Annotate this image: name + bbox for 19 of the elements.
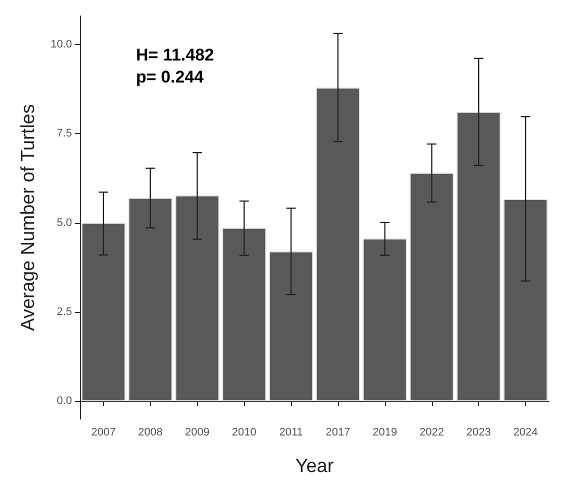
x-tick-label: 2019 bbox=[372, 426, 398, 438]
x-tick-label: 2010 bbox=[232, 426, 256, 438]
x-tick-label: 2017 bbox=[326, 426, 350, 438]
y-tick-label: 7.5 bbox=[56, 128, 72, 140]
y-axis-title: Average Number of Turtles bbox=[18, 104, 39, 331]
x-tick-label: 2022 bbox=[420, 426, 444, 438]
x-tick-label: 2009 bbox=[185, 426, 210, 438]
annotation: p= 0.244 bbox=[136, 68, 204, 86]
x-axis-title: Year bbox=[295, 456, 334, 477]
x-tick-label: 2023 bbox=[466, 426, 491, 438]
y-tick-label: 0.0 bbox=[56, 395, 72, 408]
annotation: H= 11.482 bbox=[136, 46, 214, 64]
y-tick-label: 2.5 bbox=[56, 306, 72, 318]
x-tick-label: 2008 bbox=[138, 426, 163, 438]
x-tick-label: 2011 bbox=[279, 426, 303, 438]
x-tick-label: 2024 bbox=[513, 426, 538, 438]
y-tick-label: 10.0 bbox=[50, 38, 72, 51]
x-tick-label: 2007 bbox=[91, 426, 116, 438]
y-tick-label: 5.0 bbox=[56, 216, 72, 229]
